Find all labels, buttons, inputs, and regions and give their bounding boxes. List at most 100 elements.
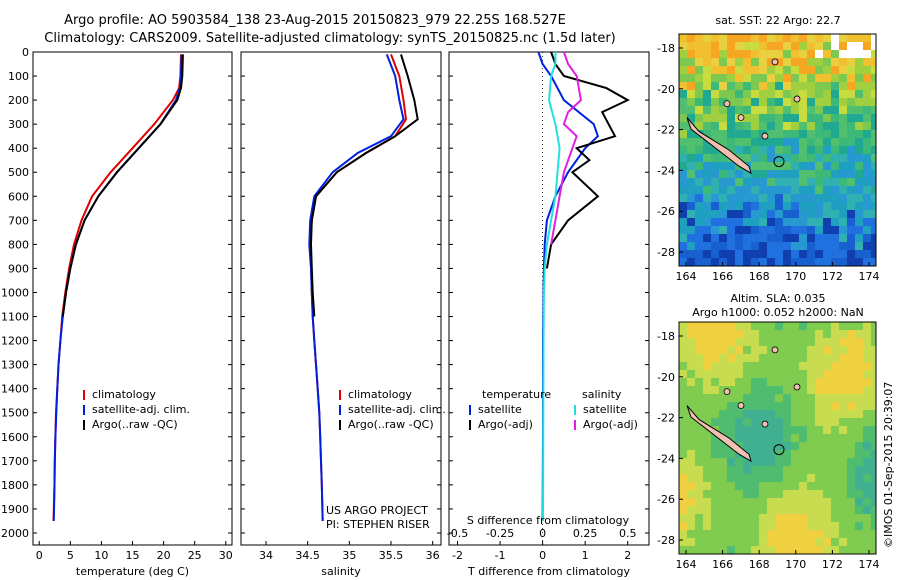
legend-label: satellite: [478, 403, 522, 416]
x-tick-label: 15: [126, 549, 140, 562]
diff-top-axis-label: S difference from climatology: [467, 514, 630, 527]
map-frame: [678, 33, 877, 267]
panel-0: 0 5 10 15 20 25 300100200300400500600700800900…: [1, 46, 233, 578]
map-y-tick-label: -26: [657, 205, 675, 218]
map-x-tick-label: 174: [859, 270, 880, 283]
y-tick-label: 600: [8, 190, 29, 203]
y-tick-label: 900: [8, 262, 29, 275]
map-y-tick-label: -24: [657, 452, 675, 465]
map-sla-title-1: Altim. SLA: 0.035: [730, 292, 825, 305]
legend-label: climatology: [92, 388, 156, 401]
small-island: [793, 95, 801, 103]
y-tick-label: 200: [8, 94, 29, 107]
x-tick-label: 34: [259, 549, 273, 562]
legend-label: satellite-adj. clim.: [348, 403, 446, 416]
legend-salinity-panel: climatology satellite-adj. clim. Argo(..ra…: [339, 388, 446, 431]
x-axis-label: salinity: [321, 565, 361, 578]
map-y-tick-label: -22: [657, 124, 675, 137]
profile-panels: 0 5 10 15 20 25 300100200300400500600700800900…: [1, 46, 650, 578]
map-x-tick-label: 168: [749, 558, 770, 571]
map-x-tick-label: 174: [859, 558, 880, 571]
small-island: [737, 114, 745, 121]
argo-location-marker: [773, 156, 785, 168]
map-x-tick-label: 168: [749, 270, 770, 283]
legend-label: Argo(-adj): [478, 418, 533, 431]
series-line-salinity-argo-adj-: [550, 51, 582, 245]
x-tick-label: 25: [188, 549, 202, 562]
plot-frame: [32, 51, 233, 546]
title-line2: Climatology: CARS2009. Satellite-adjuste…: [44, 31, 616, 46]
plot-frame: [448, 51, 650, 546]
y-tick-label: 500: [8, 166, 29, 179]
map-y-tick-label: -18: [657, 42, 675, 55]
small-island: [723, 388, 731, 396]
y-tick-label: 1700: [1, 455, 29, 468]
y-tick-label: 1800: [1, 479, 29, 492]
y-tick-label: 800: [8, 238, 29, 251]
legend-header-temperature: temperature: [482, 388, 551, 401]
y-tick-label: 100: [8, 70, 29, 83]
legend-difference-panel: temperature salinity satellite Argo(-adj) sa…: [469, 388, 638, 431]
map-sst: 164 166 168 170 172 174 -18 -20 -22 -24 -26 -28: [657, 33, 880, 283]
y-tick-label: 300: [8, 118, 29, 131]
map-y-tick-label: -22: [657, 412, 675, 425]
x-tick-label: 10: [94, 549, 108, 562]
series-line-salinity-satellite: [542, 52, 561, 522]
map-y-tick-label: -24: [657, 164, 675, 177]
small-island: [761, 420, 769, 428]
x-tick-label: -2: [452, 549, 463, 562]
legend-label: Argo(..raw -QC): [92, 418, 178, 431]
map-x-tick-label: 166: [712, 270, 733, 283]
map-x-tick-label: 164: [676, 270, 697, 283]
legend-temperature-panel: climatology satellite-adj. clim. Argo(..ra…: [83, 388, 190, 431]
map-cells: [679, 34, 876, 266]
y-tick-label: 0: [22, 46, 29, 59]
x-tick-label: 36: [426, 549, 440, 562]
legend-label: climatology: [348, 388, 412, 401]
y-tick-label: 400: [8, 142, 29, 155]
x-tick-label: 0: [36, 549, 43, 562]
legend-label: Argo(..raw -QC): [348, 418, 434, 431]
title-line1: Argo profile: AO 5903584_138 23-Aug-2015…: [64, 13, 566, 28]
small-island: [771, 346, 779, 354]
map-y-tick-label: -28: [657, 246, 675, 259]
y-tick-label: 1200: [1, 335, 29, 348]
imos-stamp: ©IMOS 01-Sep-2015 20:39:07: [882, 382, 895, 548]
y-tick-label: 1500: [1, 407, 29, 420]
x-tick-label: 5: [67, 549, 74, 562]
panel-2: -2 -1 0 1 2 T difference from climatology -0.5…: [447, 51, 650, 578]
y-tick-label: 1400: [1, 383, 29, 396]
y-tick-label: 1000: [1, 286, 29, 299]
small-island: [793, 383, 801, 391]
x-tick-label: 30: [219, 549, 233, 562]
legend-label: Argo(-adj): [583, 418, 638, 431]
map-frame: [678, 321, 877, 555]
series-line-argo-raw-qc-: [61, 54, 184, 317]
map-y-tick-label: -26: [657, 493, 675, 506]
island-new-caledonia: [686, 405, 752, 463]
y-tick-label: 1100: [1, 311, 29, 324]
x-axis-label: temperature (deg C): [76, 565, 189, 578]
small-island: [737, 402, 745, 409]
series-line-argo-raw-qc-: [309, 54, 419, 317]
small-island: [771, 58, 779, 66]
legend-label: satellite: [583, 403, 627, 416]
map-y-tick-label: -20: [657, 371, 675, 384]
x-tick-label: 35: [342, 549, 356, 562]
map-sst-title: sat. SST: 22 Argo: 22.7: [715, 14, 840, 27]
y-tick-label: 2000: [1, 527, 29, 540]
legend-header-salinity: salinity: [582, 388, 622, 401]
y-tick-label: 700: [8, 214, 29, 227]
x-tick-label: 1: [582, 549, 589, 562]
plot-frame: [240, 51, 442, 546]
map-x-tick-label: 170: [785, 558, 806, 571]
legend-label: satellite-adj. clim.: [92, 403, 190, 416]
small-island: [723, 100, 731, 107]
credit-project: US ARGO PROJECT: [326, 504, 428, 517]
map-sla: 164 166 168 170 172 174 -18 -20 -22 -24 -26 -28: [657, 321, 880, 571]
island-new-caledonia: [686, 117, 752, 175]
map-x-tick-label: 172: [822, 270, 843, 283]
map-cells: [679, 322, 876, 554]
